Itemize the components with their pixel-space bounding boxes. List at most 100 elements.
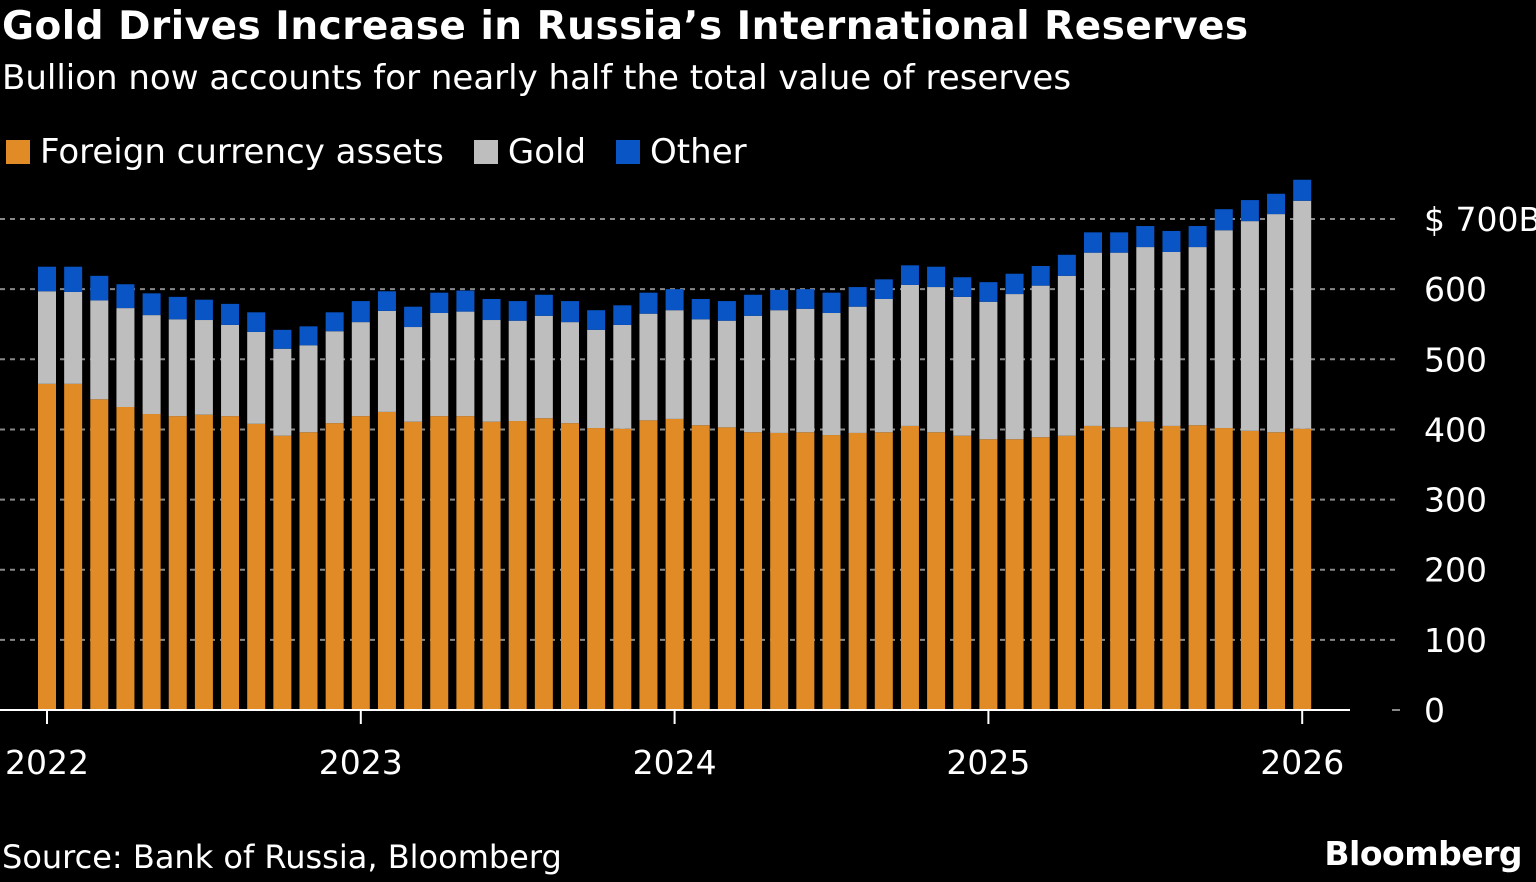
bar-other [90,275,109,301]
bar-gold [325,331,344,424]
bar-other [1136,226,1155,248]
bar-foreign-currency-assets [90,399,109,710]
bar-other [979,282,998,302]
bar-gold [822,313,841,436]
legend: Foreign currency assets Gold Other [6,132,747,172]
x-tick-label: 2026 [1260,743,1344,782]
bar-other [430,292,449,314]
bar-foreign-currency-assets [1057,435,1076,710]
bar-other [1110,232,1129,253]
bar-foreign-currency-assets [796,432,815,710]
bar-other [587,310,606,330]
bar-other [927,266,946,288]
bar-foreign-currency-assets [665,418,684,710]
bar-foreign-currency-assets [456,416,475,710]
bar-other [744,294,763,316]
bar-foreign-currency-assets [482,421,501,710]
bar-other [534,294,553,316]
bar-gold [1031,285,1050,438]
x-tick-label: 2024 [633,743,717,782]
bar-other [221,303,240,325]
bar-foreign-currency-assets [1005,439,1024,710]
bar-gold [534,315,553,419]
bar-other [691,298,710,320]
bar-gold [194,320,213,415]
bar-foreign-currency-assets [351,416,370,710]
bar-other [953,277,972,297]
bar-other [822,292,841,314]
bar-gold [1136,247,1155,422]
bar-other [1005,273,1024,295]
bar-gold [221,324,240,417]
bar-gold [1110,252,1129,428]
bar-gold [639,313,658,421]
chart-title: Gold Drives Increase in Russia’s Interna… [2,4,1249,49]
bar-foreign-currency-assets [38,383,56,710]
bar-foreign-currency-assets [1084,425,1102,710]
legend-item-foreign-currency: Foreign currency assets [6,132,444,172]
bar-other [1214,209,1233,231]
legend-swatch-foreign-currency [6,140,30,164]
legend-item-other: Other [616,132,747,172]
bar-gold [1057,275,1076,436]
bar-other [116,284,135,309]
bar-gold [456,311,475,417]
bar-other [1057,254,1076,276]
y-tick-label: 500 [1424,340,1487,379]
x-tick-label: 2023 [319,743,403,782]
bar-gold [613,324,632,429]
bar-other [848,287,867,307]
bar-foreign-currency-assets [953,435,972,710]
bar-foreign-currency-assets [822,435,841,710]
bar-foreign-currency-assets [194,414,213,710]
bar-foreign-currency-assets [1031,437,1050,710]
bar-other [351,301,370,323]
bar-other [1188,226,1207,248]
y-tick-label: 600 [1424,270,1487,309]
y-tick-label: 300 [1424,481,1487,520]
bar-foreign-currency-assets [116,406,135,710]
bar-other [508,301,527,321]
bar-gold [168,319,187,417]
bar-foreign-currency-assets [744,432,763,710]
bar-other [273,329,292,349]
bar-other [377,291,396,311]
bar-other [1162,230,1181,252]
bar-gold [900,284,919,426]
bar-gold [299,345,318,433]
bar-foreign-currency-assets [1136,421,1155,710]
bar-foreign-currency-assets [1267,432,1286,710]
bar-foreign-currency-assets [587,428,606,710]
bar-gold [377,310,396,412]
bar-foreign-currency-assets [404,421,423,710]
bar-gold [796,308,815,433]
bar-other [770,289,789,311]
bar-gold [874,298,893,433]
bar-gold [508,320,527,422]
source-note: Source: Bank of Russia, Bloomberg [2,838,562,876]
bar-other [64,266,83,292]
legend-label: Gold [507,132,587,172]
bar-gold [404,327,423,422]
axes: 0 100 200 300 400 500 600 $ 700B 2022 2023 2024 202… [0,200,1536,782]
bar-gold [273,348,292,436]
bar-gold [247,331,266,424]
bar-foreign-currency-assets [874,432,893,710]
bar-other [299,326,318,346]
bar-other [142,293,161,316]
bar-gold [691,319,710,426]
bar-foreign-currency-assets [1240,430,1259,710]
bar-gold [717,320,736,428]
bar-foreign-currency-assets [900,425,919,710]
bar-other [1031,266,1050,286]
legend-label: Foreign currency assets [40,132,444,172]
legend-swatch-other [616,140,641,164]
bar-foreign-currency-assets [927,432,946,710]
bar-other [1267,193,1286,215]
bar-other [247,312,266,332]
bar-other [717,301,736,321]
bar-gold [38,291,56,384]
bar-other [900,265,919,285]
bar-foreign-currency-assets [717,427,736,710]
